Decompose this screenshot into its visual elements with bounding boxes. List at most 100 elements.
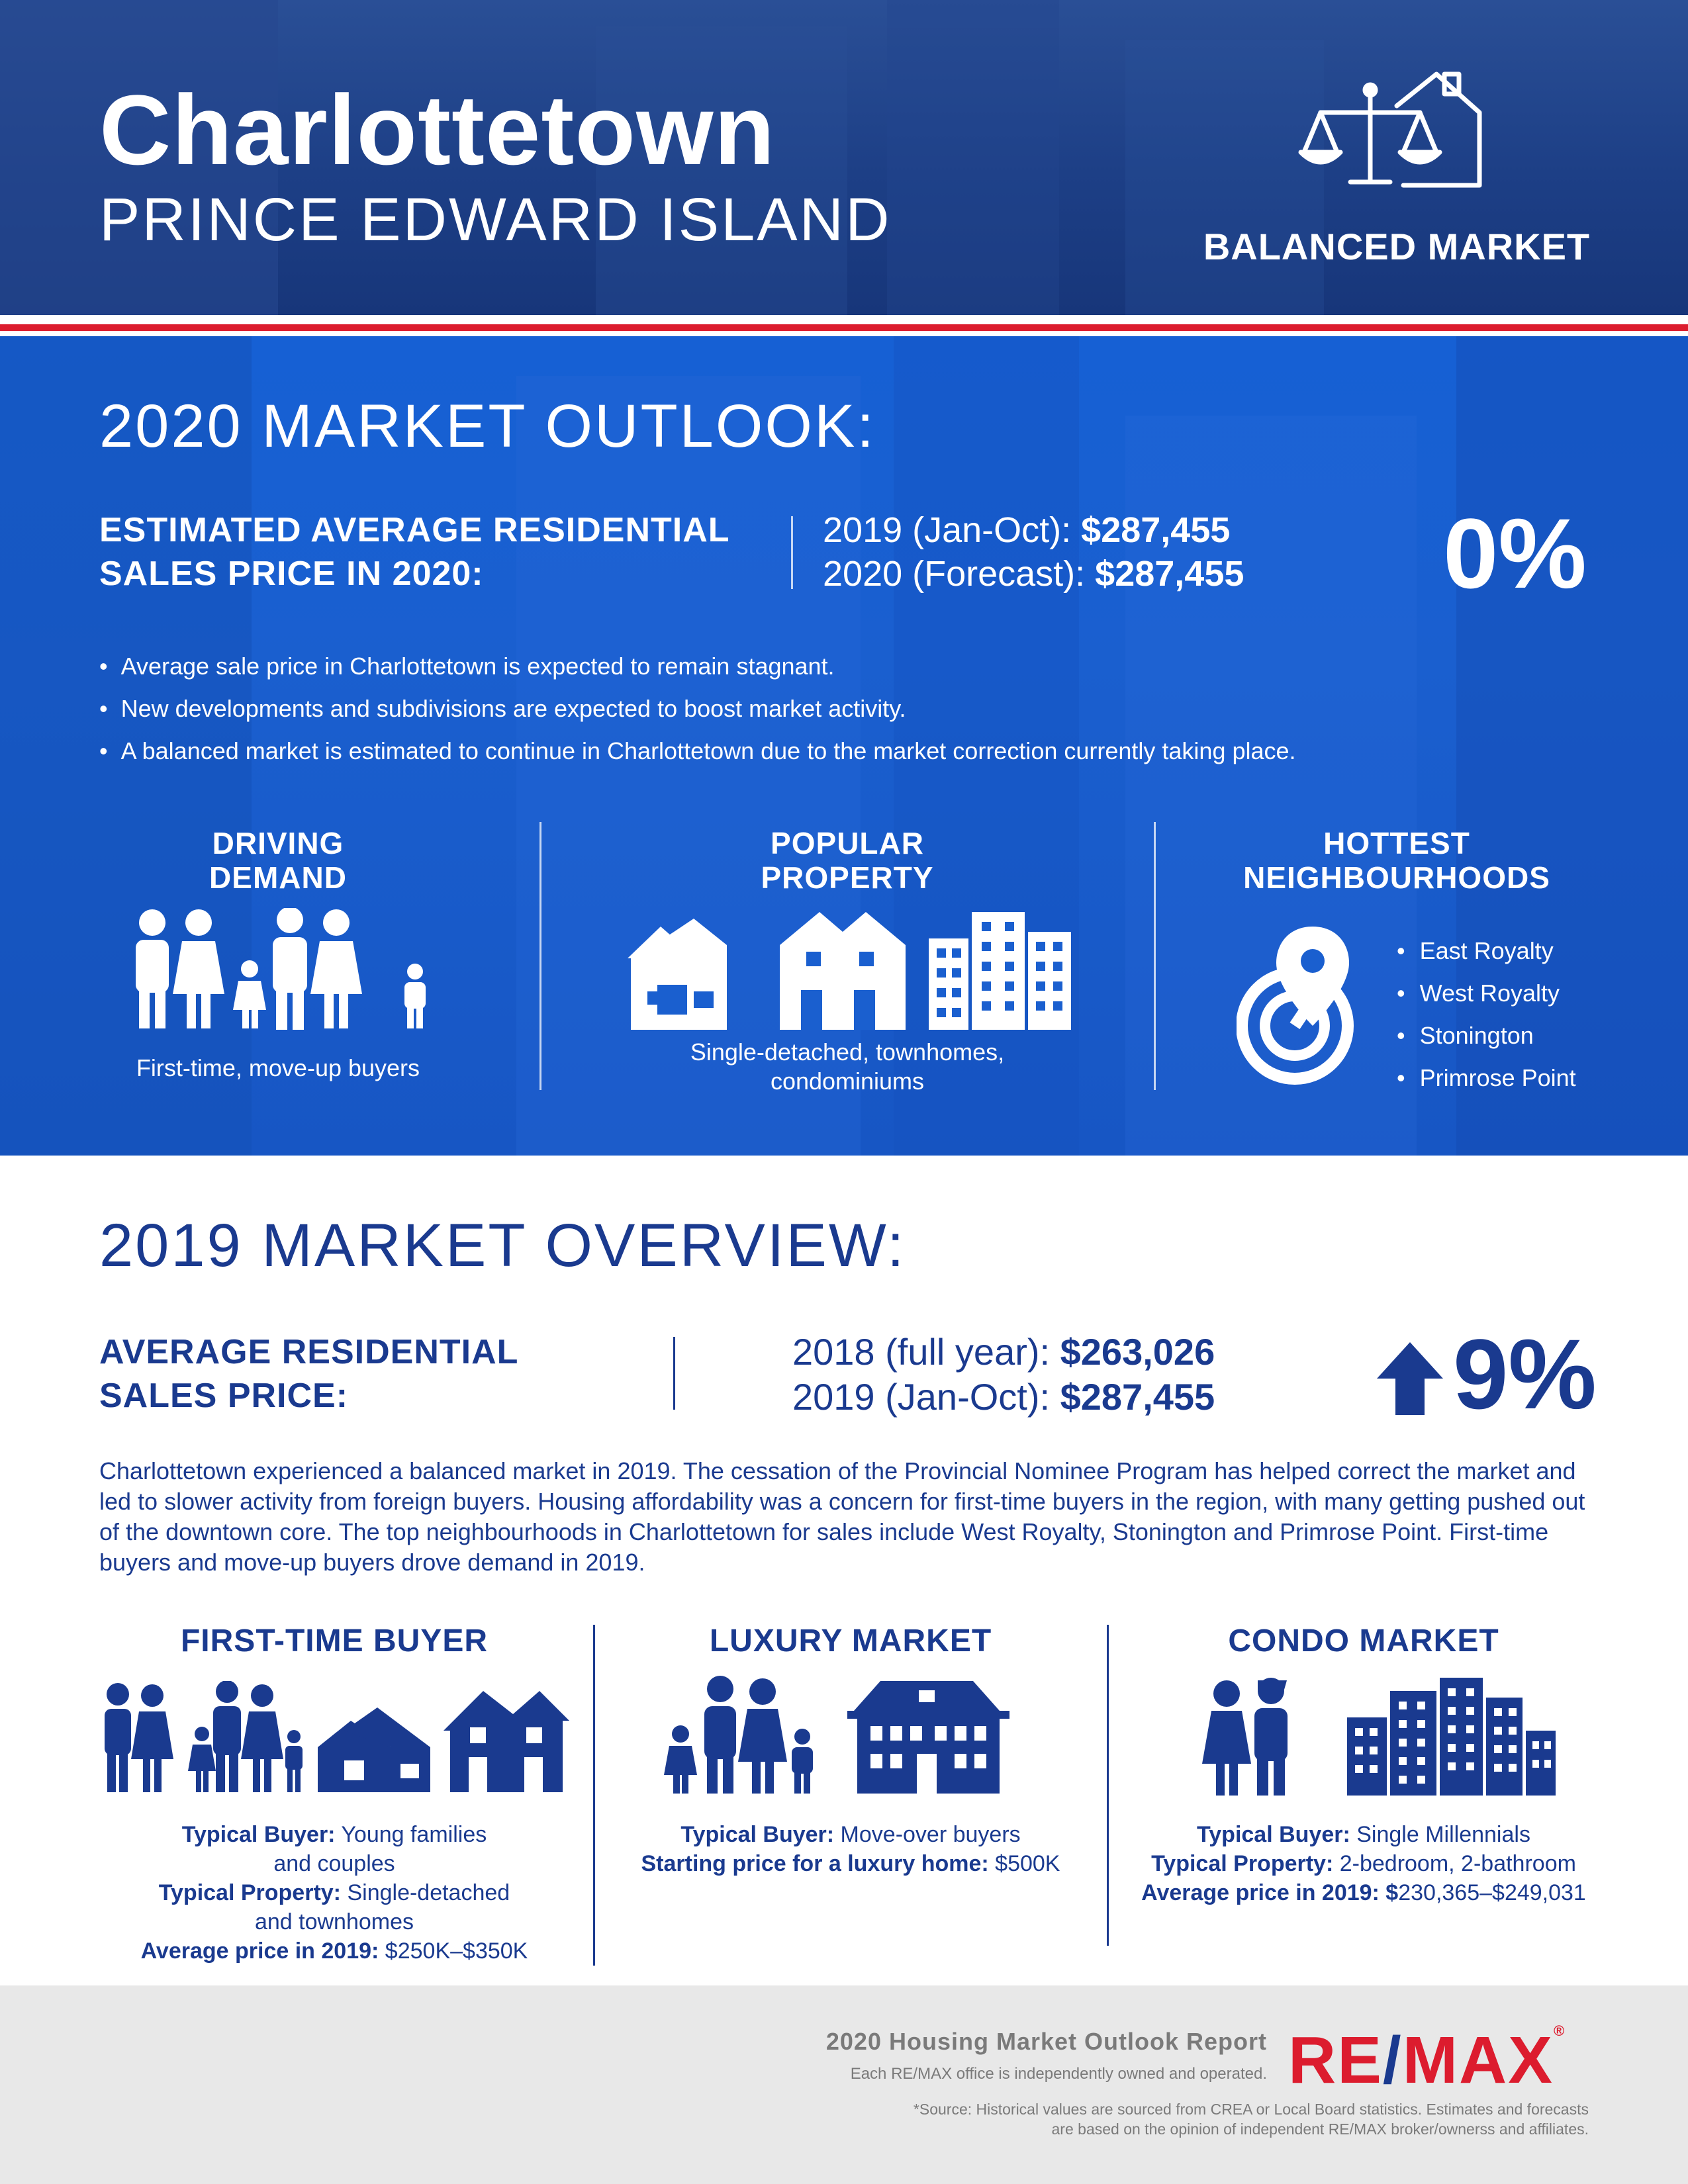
typical-buyer-value: Young families xyxy=(335,1822,487,1847)
driving-demand-caption: First-time, move-up buyers xyxy=(136,1054,420,1081)
popular-head-line2: PROPERTY xyxy=(761,860,934,895)
report-title: 2020 Housing Market Outlook Report xyxy=(825,2028,1267,2055)
average-price-value: 230,365–$249,031 xyxy=(1398,1880,1586,1905)
outlook-divider xyxy=(791,516,793,589)
typical-buyer-value-cont: and couples xyxy=(273,1851,395,1876)
hottest-head-line1: HOTTEST xyxy=(1323,826,1470,860)
luxury-market-icon xyxy=(664,1676,1009,1794)
source-note: *Source: Historical values are sourced f… xyxy=(662,2099,1589,2139)
starting-price-label: Starting price for a luxury home: xyxy=(641,1851,989,1876)
hottest-neighbourhoods-heading: HOTTEST NEIGHBOURHOODS xyxy=(1211,826,1582,895)
source-note-line1: *Source: Historical values are sourced f… xyxy=(913,2101,1589,2118)
outlook-row2-value: $287,455 xyxy=(1095,554,1244,594)
market-type-label: BALANCED MARKET xyxy=(1203,226,1591,267)
outlook-price-2020: 2020 (Forecast): $287,455 xyxy=(823,552,1244,596)
luxury-market-details: Typical Buyer: Move-over buyers Starting… xyxy=(596,1820,1105,1878)
first-time-buyer-icon xyxy=(105,1681,569,1792)
driving-head-line2: DEMAND xyxy=(209,860,347,895)
outlook-bullet: A balanced market is estimated to contin… xyxy=(99,730,1296,772)
condo-market-details: Typical Buyer: Single Millennials Typica… xyxy=(1112,1820,1615,1907)
outlook-price-label-line2: SALES PRICE IN 2020: xyxy=(99,555,484,593)
typical-buyer-value: Single Millennials xyxy=(1350,1822,1530,1847)
average-price-label: Average price in 2019: $ xyxy=(1141,1880,1399,1905)
first-time-typical-property: Typical Property: Single-detached xyxy=(99,1878,569,1907)
popular-caption-line2: condominiums xyxy=(770,1068,925,1095)
condo-typical-property: Typical Property: 2-bedroom, 2-bathroom xyxy=(1112,1849,1615,1878)
luxury-typical-buyer: Typical Buyer: Move-over buyers xyxy=(596,1820,1105,1849)
house-townhome-condo-icon xyxy=(628,912,1071,1030)
overview-row1-value: $263,026 xyxy=(1060,1331,1215,1373)
header-banner: Charlottetown PRINCE EDWARD ISLAND BALAN… xyxy=(0,0,1688,315)
remax-logo: RE/MAX® xyxy=(1288,2023,1566,2099)
overview-paragraph: Charlottetown experienced a balanced mar… xyxy=(99,1457,1585,1576)
condo-typical-buyer: Typical Buyer: Single Millennials xyxy=(1112,1820,1615,1849)
outlook-bullet: New developments and subdivisions are ex… xyxy=(99,688,1296,730)
overview-row2-label: 2019 (Jan-Oct): xyxy=(792,1376,1060,1418)
condo-market-heading: CONDO MARKET xyxy=(1228,1623,1499,1659)
overview-change-percent: 9% xyxy=(1453,1318,1597,1430)
logo-slash: / xyxy=(1382,2023,1403,2097)
building-backdrop xyxy=(0,0,1324,315)
family-icon xyxy=(136,908,426,1030)
overview-row1-label: 2018 (full year): xyxy=(792,1331,1060,1373)
divider-stripe-red xyxy=(0,324,1688,331)
outlook-row1-value: $287,455 xyxy=(1081,510,1231,550)
starting-price-value: $500K xyxy=(988,1851,1060,1876)
province-subtitle: PRINCE EDWARD ISLAND xyxy=(99,186,892,253)
location-target-icon xyxy=(1237,927,1354,1085)
typical-property-value: Single-detached xyxy=(341,1880,510,1905)
luxury-starting-price: Starting price for a luxury home: $500K xyxy=(596,1849,1105,1878)
popular-caption-line1: Single-detached, townhomes, xyxy=(690,1038,1005,1066)
overview-price-2018: 2018 (full year): $263,026 xyxy=(792,1330,1215,1374)
office-disclaimer: Each RE/MAX office is independently owne… xyxy=(850,2065,1267,2083)
neighbourhood-item: Stonington xyxy=(1397,1015,1576,1057)
hottest-neighbourhoods-list: East Royalty West Royalty Stonington Pri… xyxy=(1397,930,1576,1099)
column-divider xyxy=(1107,1625,1109,1946)
overview-price-2019: 2019 (Jan-Oct): $287,455 xyxy=(792,1375,1215,1419)
first-time-typical-buyer: Typical Buyer: Young families xyxy=(99,1820,569,1849)
typical-buyer-label: Typical Buyer: xyxy=(680,1822,835,1847)
first-time-average-price: Average price in 2019: $250K–$350K xyxy=(99,1936,569,1966)
typical-property-label: Typical Property: xyxy=(1151,1851,1334,1876)
average-price-value: $250K–$350K xyxy=(379,1938,528,1964)
outlook-bullets: Average sale price in Charlottetown is e… xyxy=(99,645,1296,772)
typical-buyer-value: Move-over buyers xyxy=(834,1822,1021,1847)
overview-price-label-line1: AVERAGE RESIDENTIAL xyxy=(99,1333,519,1371)
outlook-bullet: Average sale price in Charlottetown is e… xyxy=(99,645,1296,688)
typical-buyer-label: Typical Buyer: xyxy=(1197,1822,1350,1847)
logo-max: MAX xyxy=(1402,2023,1554,2097)
popular-property-heading: POPULAR PROPERTY xyxy=(688,826,1006,895)
first-time-buyer-details: Typical Buyer: Young families and couple… xyxy=(99,1820,569,1966)
outlook-price-2019: 2019 (Jan-Oct): $287,455 xyxy=(823,508,1230,552)
overview-title: 2019 MARKET OVERVIEW: xyxy=(99,1212,906,1279)
overview-row2-value: $287,455 xyxy=(1060,1376,1215,1418)
divider-stripe-white-2 xyxy=(0,331,1688,336)
column-divider xyxy=(593,1625,595,1966)
condo-average-price: Average price in 2019: $230,365–$249,031 xyxy=(1112,1878,1615,1907)
logo-re: RE xyxy=(1288,2023,1383,2097)
first-time-buyer-heading: FIRST-TIME BUYER xyxy=(180,1623,488,1659)
outlook-price-label: ESTIMATED AVERAGE RESIDENTIAL SALES PRIC… xyxy=(99,508,730,596)
outlook-title: 2020 MARKET OUTLOOK: xyxy=(99,392,876,460)
source-note-line2: are based on the opinion of independent … xyxy=(1051,2120,1589,2138)
overview-divider xyxy=(673,1337,675,1410)
outlook-price-label-line1: ESTIMATED AVERAGE RESIDENTIAL xyxy=(99,511,730,549)
overview-price-label: AVERAGE RESIDENTIAL SALES PRICE: xyxy=(99,1330,518,1418)
neighbourhood-item: East Royalty xyxy=(1397,930,1576,972)
footer: 2020 Housing Market Outlook Report Each … xyxy=(0,1985,1688,2184)
outlook-row1-label: 2019 (Jan-Oct): xyxy=(823,510,1082,550)
city-title: Charlottetown xyxy=(99,74,776,185)
divider-stripe-white xyxy=(0,315,1688,324)
arrow-up-icon xyxy=(1377,1342,1443,1415)
average-price-label: Average price in 2019: xyxy=(140,1938,379,1964)
neighbourhood-item: West Royalty xyxy=(1397,972,1576,1015)
column-divider xyxy=(1154,822,1156,1090)
outlook-change-percent: 0% xyxy=(1443,498,1587,609)
balance-scale-house-icon xyxy=(1298,71,1482,188)
neighbourhood-item: Primrose Point xyxy=(1397,1057,1576,1099)
logo-registered-mark: ® xyxy=(1553,2023,1566,2039)
typical-property-value-cont: and townhomes xyxy=(254,1909,414,1934)
condo-market-icon xyxy=(1202,1678,1556,1796)
driving-head-line1: DRIVING xyxy=(212,826,344,860)
popular-head-line1: POPULAR xyxy=(771,826,924,860)
